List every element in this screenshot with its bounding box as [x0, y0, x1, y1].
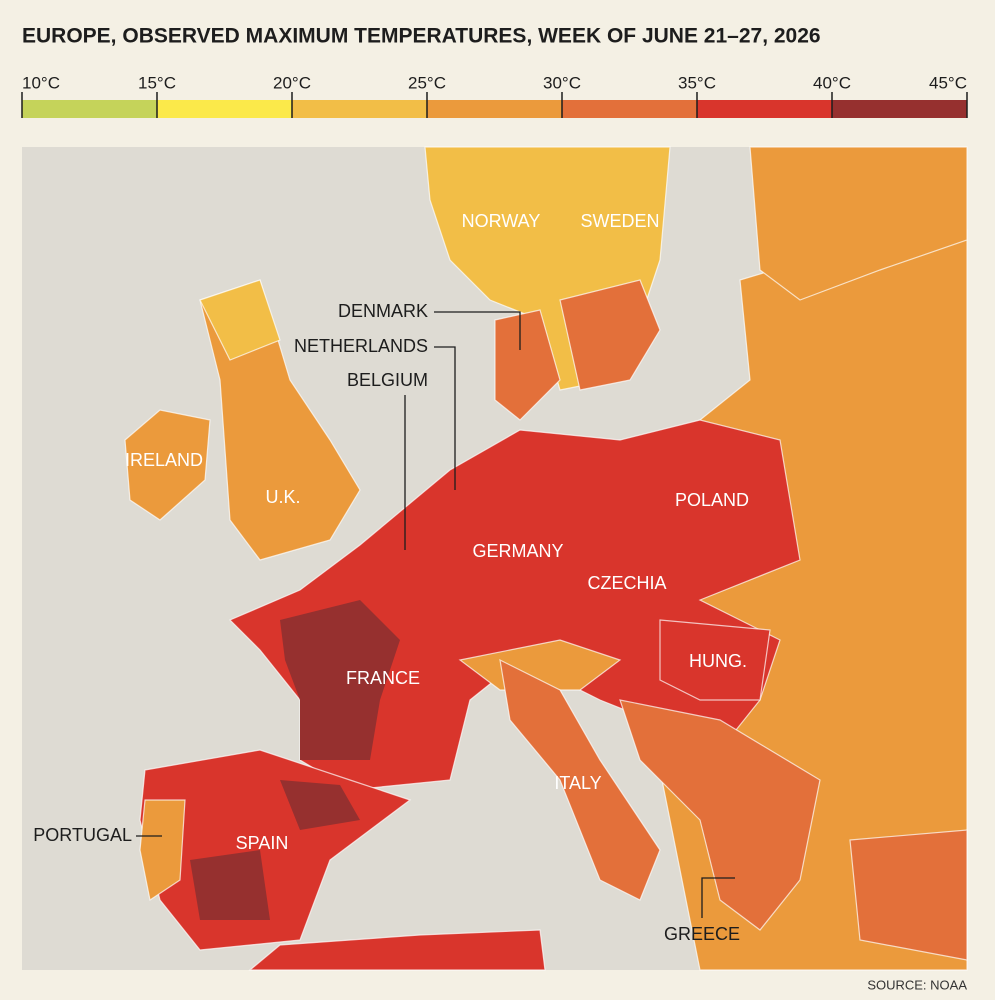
country-label: POLAND [675, 490, 749, 510]
callout-label: PORTUGAL [33, 825, 132, 845]
legend-label: 25°C [408, 73, 446, 92]
legend: 10°C 15°C 20°C 25°C 30°C 35°C 40°C 45°C [21, 73, 968, 118]
region [499, 658, 661, 901]
country-label: SPAIN [236, 833, 289, 853]
legend-label: 20°C [273, 73, 311, 92]
callout-label: NETHERLANDS [294, 336, 428, 356]
country-label: HUNG. [689, 651, 747, 671]
legend-label: 35°C [678, 73, 716, 92]
region [458, 639, 622, 691]
country-label: GERMANY [472, 541, 563, 561]
region [494, 309, 561, 421]
legend-label: 30°C [543, 73, 581, 92]
legend-swatch [427, 100, 562, 118]
region [619, 699, 821, 931]
region [199, 279, 281, 361]
region [280, 780, 360, 830]
legend-swatch [562, 100, 697, 118]
region [749, 146, 968, 301]
legend-label: 40°C [813, 73, 851, 92]
region [559, 279, 661, 391]
callout-label: BELGIUM [347, 370, 428, 390]
region [124, 409, 211, 521]
title: EUROPE, OBSERVED MAXIMUM TEMPERATURES, W… [22, 25, 821, 48]
region [659, 619, 771, 701]
region [849, 829, 968, 961]
legend-label: 10°C [22, 73, 60, 92]
country-label: ITALY [554, 773, 601, 793]
legend-swatch [697, 100, 832, 118]
country-label: NORWAY [462, 211, 541, 231]
country-label: SWEDEN [580, 211, 659, 231]
country-label: CZECHIA [587, 573, 666, 593]
country-label: FRANCE [346, 668, 420, 688]
legend-swatch [292, 100, 427, 118]
source: SOURCE: NOAA [867, 977, 967, 992]
map [22, 146, 968, 971]
region [139, 799, 186, 901]
legend-swatch [22, 100, 157, 118]
region [280, 600, 400, 760]
legend-label: 15°C [138, 73, 176, 92]
leader-line [701, 877, 735, 918]
leader-line [434, 346, 456, 490]
leader-line [434, 311, 521, 350]
legend-label: 45°C [929, 73, 967, 92]
legend-swatch [157, 100, 292, 118]
country-label: IRELAND [125, 450, 203, 470]
labels: NORWAY SWEDEN IRELAND U.K. POLAND GERMAN… [33, 211, 749, 944]
country-label: U.K. [265, 487, 300, 507]
region [190, 850, 270, 920]
region [248, 929, 546, 971]
callout-label: GREECE [664, 924, 740, 944]
callout-label: DENMARK [338, 301, 428, 321]
legend-swatch [832, 100, 967, 118]
